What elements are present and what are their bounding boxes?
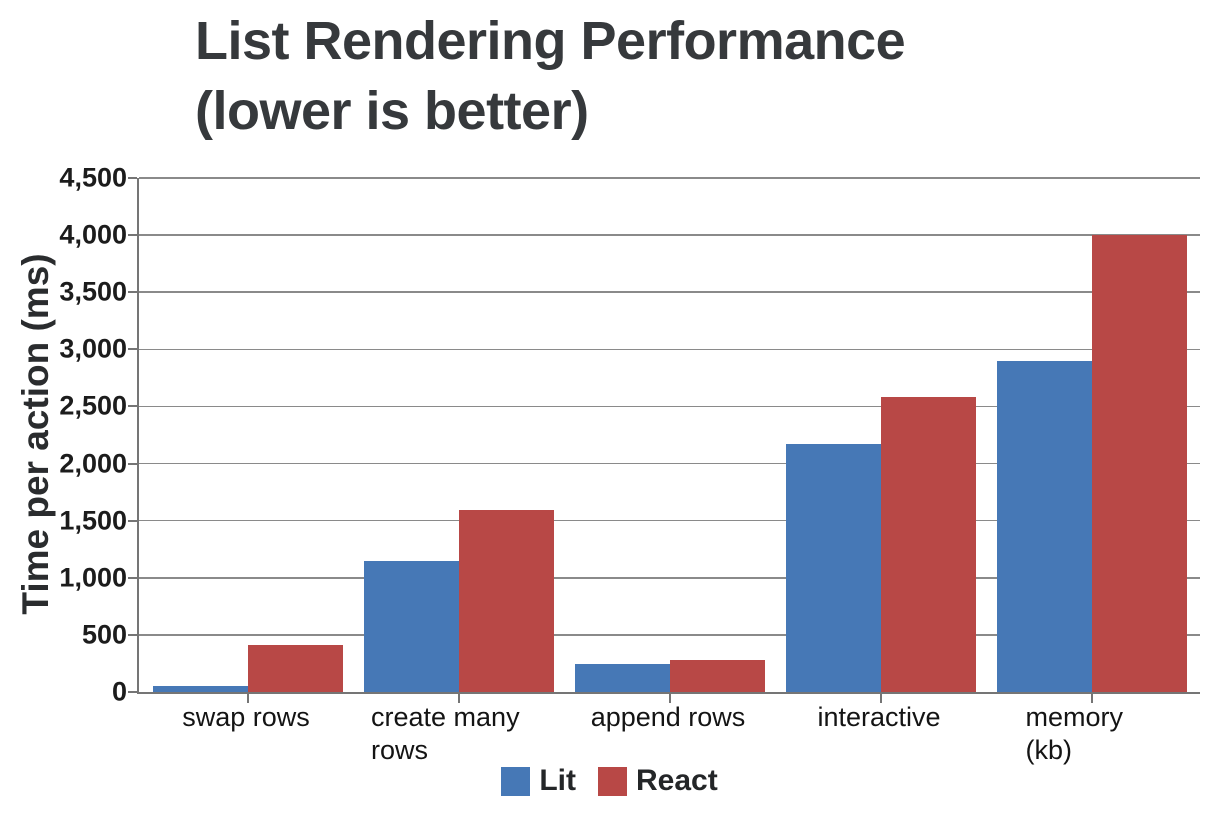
legend-swatch-react <box>597 766 627 796</box>
legend: Lit React <box>0 764 1219 798</box>
gridline-3500 <box>139 291 1200 293</box>
legend-item-lit: Lit <box>501 764 576 798</box>
bar-react-create-many-rows <box>459 510 554 692</box>
chart-title-line1: List Rendering Performance <box>195 11 906 71</box>
bar-react-append-rows <box>670 660 765 692</box>
x-tick-mark-3 <box>669 694 671 703</box>
y-tick-label-1500: 1,500 <box>59 505 127 536</box>
x-category-label-swap-rows: swap rows <box>182 702 310 732</box>
bar-lit-append-rows <box>575 664 670 692</box>
y-tick-mark-3500 <box>128 291 137 294</box>
y-tick-label-3000: 3,000 <box>59 333 127 364</box>
x-tick-mark-5 <box>1091 694 1093 703</box>
bar-lit-create-many-rows <box>364 560 459 692</box>
y-tick-label-1000: 1,000 <box>59 562 127 593</box>
x-tick-mark-2 <box>458 694 460 703</box>
y-tick-label-4500: 4,500 <box>59 162 127 193</box>
x-tick-mark-1 <box>247 694 249 703</box>
y-tick-mark-2000 <box>128 462 137 465</box>
y-tick-mark-4000 <box>128 234 137 237</box>
legend-item-react: React <box>597 764 718 798</box>
x-category-label-interactive: interactive <box>817 702 941 732</box>
gridline-1500 <box>139 519 1200 522</box>
y-tick-mark-2500 <box>128 405 137 408</box>
y-tick-mark-0 <box>128 691 137 693</box>
y-tick-mark-4500 <box>128 177 137 179</box>
y-tick-mark-3000 <box>128 348 137 351</box>
gridline-2000 <box>139 462 1200 465</box>
chart-title-line2: (lower is better) <box>195 81 589 141</box>
y-tick-mark-500 <box>128 633 137 636</box>
plot-area <box>128 177 1200 703</box>
gridline-4500 <box>139 177 1200 179</box>
y-tick-mark-1000 <box>128 576 137 579</box>
y-tick-label-2500: 2,500 <box>59 390 127 421</box>
x-category-label-create-many-rows: create many rows <box>371 702 520 765</box>
chart-title: List Rendering Performance (lower is bet… <box>195 6 906 146</box>
gridline-4000 <box>139 234 1200 236</box>
y-tick-label-500: 500 <box>81 619 127 650</box>
gridline-500 <box>139 634 1200 636</box>
legend-label-react: React <box>635 764 718 797</box>
x-category-label-append-rows: append rows <box>590 702 746 732</box>
bar-lit-memory-kb- <box>997 360 1092 692</box>
bar-react-interactive <box>881 397 976 692</box>
legend-swatch-lit <box>501 766 531 796</box>
gridline-3000 <box>139 348 1200 351</box>
bar-lit-swap-rows <box>153 686 248 692</box>
y-tick-label-2000: 2,000 <box>59 448 127 479</box>
legend-label-lit: Lit <box>539 764 576 797</box>
gridline-1000 <box>139 577 1200 579</box>
x-category-label-memory-kb-: memory (kb) <box>1025 702 1124 765</box>
y-tick-label-0: 0 <box>111 676 127 707</box>
gridline-2500 <box>139 405 1200 408</box>
x-tick-mark-4 <box>880 694 882 703</box>
bar-lit-interactive <box>786 443 881 692</box>
y-tick-mark-1500 <box>128 519 137 522</box>
y-tick-label-4000: 4,000 <box>59 219 127 250</box>
bar-react-memory-kb- <box>1092 235 1187 692</box>
bar-react-swap-rows <box>248 645 343 692</box>
y-tick-label-3500: 3,500 <box>59 276 127 307</box>
